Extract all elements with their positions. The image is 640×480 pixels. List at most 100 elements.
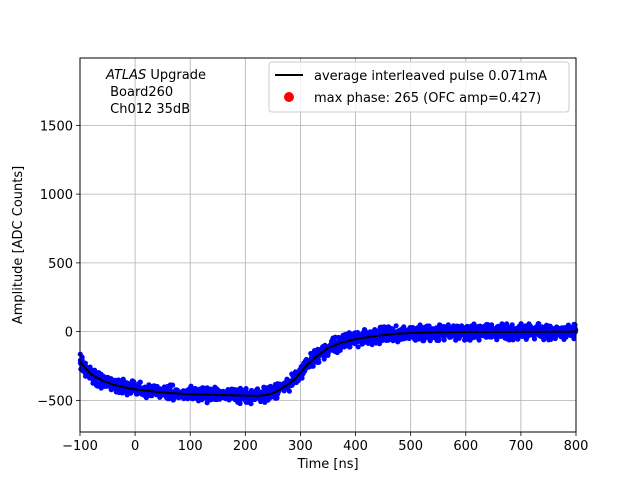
scatter-point: [91, 369, 97, 375]
scatter-point: [206, 394, 212, 401]
scatter-point: [270, 385, 276, 391]
scatter-point: [476, 337, 482, 343]
scatter-point: [427, 337, 433, 343]
scatter-point: [462, 335, 468, 341]
scatter-point: [302, 358, 309, 364]
scatter-point: [427, 332, 433, 338]
scatter-point: [539, 332, 546, 338]
scatter-point: [232, 389, 238, 395]
scatter-point: [454, 333, 460, 339]
annotation-line-1: ATLAS Upgrade: [105, 68, 206, 83]
scatter-point: [362, 329, 368, 335]
scatter-point: [571, 336, 577, 342]
annotation-line-3: Ch012 35dB: [106, 102, 190, 117]
scatter-point: [389, 326, 395, 332]
scatter-point: [355, 344, 361, 350]
scatter-point: [237, 395, 244, 401]
x-tick-label: −100: [62, 439, 98, 454]
y-tick-label: 0: [65, 326, 73, 341]
scatter-point: [499, 326, 505, 332]
x-axis-label: Time [ns]: [296, 457, 358, 472]
y-tick-label: 1000: [40, 188, 73, 203]
scatter-point: [461, 326, 467, 332]
scatter-point: [519, 332, 526, 338]
scatter-point: [353, 333, 359, 339]
ticks: −100 0 100 200 300 400 500 600 700 800 −500 0 500 100…: [37, 119, 588, 454]
grid: [79, 58, 577, 432]
x-tick-label: 400: [343, 439, 368, 454]
annotation-line-1-text: Upgrade: [146, 68, 206, 83]
scatter-point: [250, 396, 256, 402]
legend: average interleaved pulse 0.071mA max ph…: [268, 61, 570, 113]
scatter-point: [325, 350, 331, 356]
scatter-points: [77, 321, 579, 407]
x-tick-label: 200: [233, 439, 258, 454]
scatter-point: [475, 323, 481, 330]
scatter-point: [244, 396, 250, 402]
x-tick-label: 300: [288, 439, 313, 454]
scatter-point: [518, 322, 524, 328]
scatter-point: [430, 332, 436, 338]
scatter-point: [434, 337, 440, 343]
scatter-point: [365, 340, 371, 346]
scatter-point: [412, 337, 419, 343]
scatter-point: [531, 336, 538, 342]
annotation-line-1-italic: ATLAS: [105, 68, 146, 83]
scatter-point: [348, 331, 354, 337]
scatter-point: [157, 386, 163, 392]
scatter-point: [379, 337, 385, 343]
scatter-point: [330, 335, 336, 341]
scatter-point: [96, 370, 102, 376]
scatter-point: [426, 324, 432, 330]
scatter-point: [142, 385, 148, 391]
average-pulse-line-group: [79, 330, 577, 397]
scatter-point: [420, 338, 426, 344]
legend-box: [268, 61, 570, 113]
scatter-point: [199, 385, 205, 392]
scatter-point: [116, 389, 122, 395]
y-tick-label: 500: [48, 257, 73, 272]
scatter-point: [382, 326, 388, 332]
scatter-point: [373, 340, 379, 346]
x-tick-label: 800: [564, 439, 589, 454]
scatter-point: [311, 348, 318, 354]
scatter-point: [469, 334, 475, 340]
scatter-point: [393, 323, 399, 329]
annotation-line-2: Board260: [106, 85, 173, 100]
scatter-point: [377, 330, 383, 336]
scatter-point: [538, 325, 545, 331]
scatter-point: [95, 383, 101, 389]
scatter-point: [503, 324, 509, 330]
x-tick-label: 600: [453, 439, 478, 454]
scatter-point: [553, 332, 559, 338]
scatter-point: [120, 376, 126, 382]
scatter-point: [137, 379, 143, 385]
scatter-point: [337, 347, 343, 353]
scatter-point: [535, 321, 541, 327]
y-tick-label: −500: [37, 394, 73, 409]
x-tick-label: 500: [398, 439, 423, 454]
y-axis-label: Amplitude [ADC Counts]: [11, 166, 26, 324]
atlas-annotation: ATLAS Upgrade Board260 Ch012 35dB: [105, 68, 206, 117]
scatter-point: [124, 390, 131, 396]
scatter-point: [255, 388, 261, 394]
x-tick-label: 0: [131, 439, 139, 454]
plot-frame: [79, 57, 577, 433]
scatter-point: [410, 324, 416, 331]
scatter-point: [437, 323, 443, 329]
scatter-point: [124, 380, 130, 386]
x-tick-label: 700: [508, 439, 533, 454]
scatter-point: [509, 322, 515, 328]
scatter-point: [449, 326, 455, 332]
scatter-point: [476, 332, 482, 338]
scatter-point: [392, 335, 398, 341]
y-tick-label: 1500: [40, 119, 73, 134]
scatter-point: [187, 387, 193, 393]
scatter-point: [293, 369, 299, 375]
scatter-point: [441, 336, 447, 343]
scatter-point: [177, 394, 183, 400]
scatter-point: [308, 350, 314, 357]
legend-entry-average-pulse: average interleaved pulse 0.071mA: [314, 69, 547, 84]
average-pulse-line: [79, 330, 577, 397]
